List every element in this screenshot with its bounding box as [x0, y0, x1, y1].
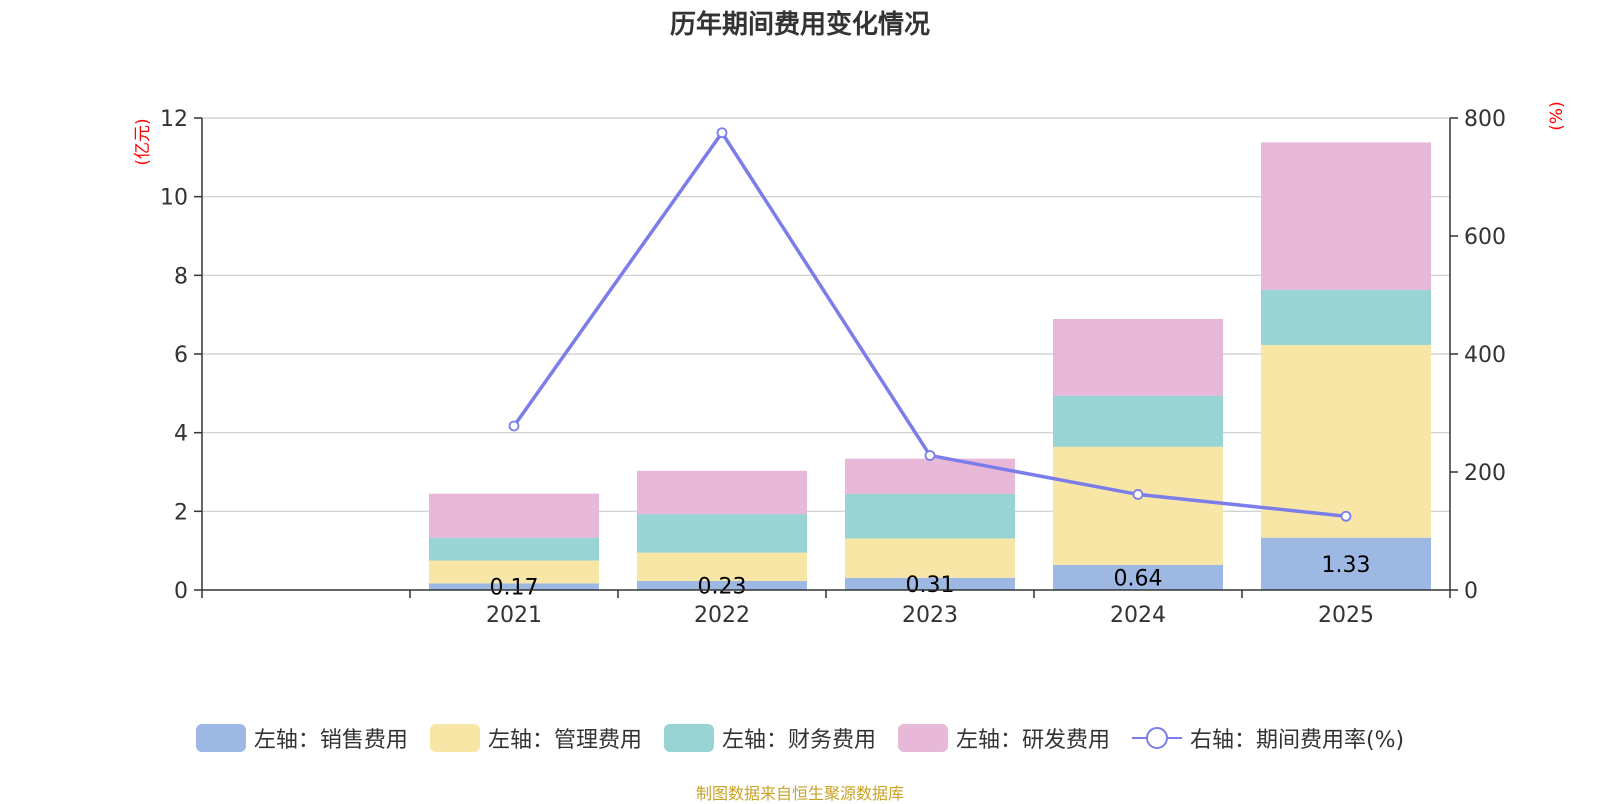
- data-label: 0.23: [698, 574, 747, 599]
- legend-item-admin[interactable]: 左轴：管理费用: [429, 722, 642, 754]
- legend-item-ratio[interactable]: 右轴：期间费用率(%): [1131, 722, 1405, 754]
- legend-label-sales: 左轴：销售费用: [253, 728, 408, 753]
- bar-sales: [1053, 564, 1223, 590]
- y-right-unit-label: (%): [1547, 101, 1567, 130]
- data-label: 0.31: [906, 573, 955, 598]
- bar-finance: [637, 514, 807, 553]
- ratio-line: [508, 127, 1352, 522]
- data-label: 1.33: [1322, 553, 1371, 578]
- bar-finance: [429, 537, 599, 561]
- bar-rnd: [429, 493, 599, 538]
- y-left-tick-label: 2: [174, 500, 188, 525]
- legend-label-rnd: 左轴：研发费用: [955, 728, 1110, 753]
- x-tick-label: 2022: [694, 603, 750, 628]
- bar-sales: [637, 580, 807, 590]
- y-left-tick-label: 12: [160, 107, 188, 132]
- bar-finance: [845, 494, 1015, 539]
- legend-swatch-admin: [429, 724, 480, 752]
- bar-rnd: [1261, 142, 1431, 290]
- ratio-point: [716, 127, 728, 139]
- legend-item-finance[interactable]: 左轴：财务费用: [663, 722, 876, 754]
- x-tick-label: 2023: [902, 603, 958, 628]
- data-label: 0.64: [1114, 566, 1163, 591]
- x-tick-label: 2021: [486, 603, 542, 628]
- axes: 0 2 4 6 8 10 12 0 200 400 600 800 2021 2022 2023 2024 20…: [160, 107, 1506, 628]
- bar-admin: [1053, 446, 1223, 565]
- bar-admin: [637, 552, 807, 581]
- ratio-point: [1340, 510, 1352, 522]
- legend-line-marker-icon: [1131, 727, 1182, 749]
- y-left-unit-label: (亿元): [133, 118, 153, 165]
- ratio-point: [1132, 489, 1144, 500]
- legend-swatch-rnd: [897, 724, 948, 752]
- y-right-tick-label: 0: [1464, 579, 1478, 604]
- legend-label-ratio: 右轴：期间费用率(%): [1189, 728, 1405, 753]
- y-left-tick-label: 0: [174, 579, 188, 604]
- bar-admin: [845, 538, 1015, 578]
- chart-title: 历年期间费用变化情况: [669, 10, 930, 40]
- x-tick-label: 2025: [1318, 603, 1374, 628]
- x-tick-label: 2024: [1110, 603, 1166, 628]
- bar-rnd: [1053, 318, 1223, 396]
- y-right-tick-label: 600: [1464, 225, 1506, 250]
- y-right-tick-label: 200: [1464, 461, 1506, 486]
- legend-swatch-finance: [663, 724, 714, 752]
- legend-label-finance: 左轴：财务费用: [721, 728, 876, 753]
- y-left-tick-label: 8: [174, 264, 188, 289]
- bar-sales: [845, 577, 1015, 590]
- bars: 0.17 0.23 0.31 0.64 1.33: [429, 142, 1431, 601]
- ratio-point: [924, 450, 936, 461]
- bar-rnd: [637, 470, 807, 515]
- legend-item-sales[interactable]: 左轴：销售费用: [195, 722, 408, 754]
- bar-admin: [429, 560, 599, 584]
- legend-swatch-sales: [195, 724, 246, 752]
- y-left-tick-label: 6: [174, 343, 188, 368]
- source-note: 制图数据来自恒生聚源数据库: [695, 784, 904, 803]
- y-left-tick-label: 4: [174, 422, 188, 447]
- y-left-tick-label: 10: [160, 186, 188, 211]
- bar-sales: [429, 583, 599, 590]
- data-label: 0.17: [490, 576, 539, 601]
- bar-finance: [1053, 395, 1223, 447]
- legend-label-admin: 左轴：管理费用: [487, 728, 642, 753]
- bar-finance: [1261, 289, 1431, 345]
- bar-sales: [1261, 537, 1431, 590]
- legend-item-rnd[interactable]: 左轴：研发费用: [897, 722, 1110, 754]
- bar-admin: [1261, 344, 1431, 538]
- y-right-tick-label: 400: [1464, 343, 1506, 368]
- chart-legend: 左轴：销售费用 左轴：管理费用 左轴：财务费用 左轴：研发费用 右轴：期间费用率…: [0, 722, 1600, 754]
- gridlines: [202, 117, 1450, 512]
- bar-rnd: [845, 458, 1015, 495]
- ratio-point: [508, 420, 520, 432]
- y-right-tick-label: 800: [1464, 107, 1506, 132]
